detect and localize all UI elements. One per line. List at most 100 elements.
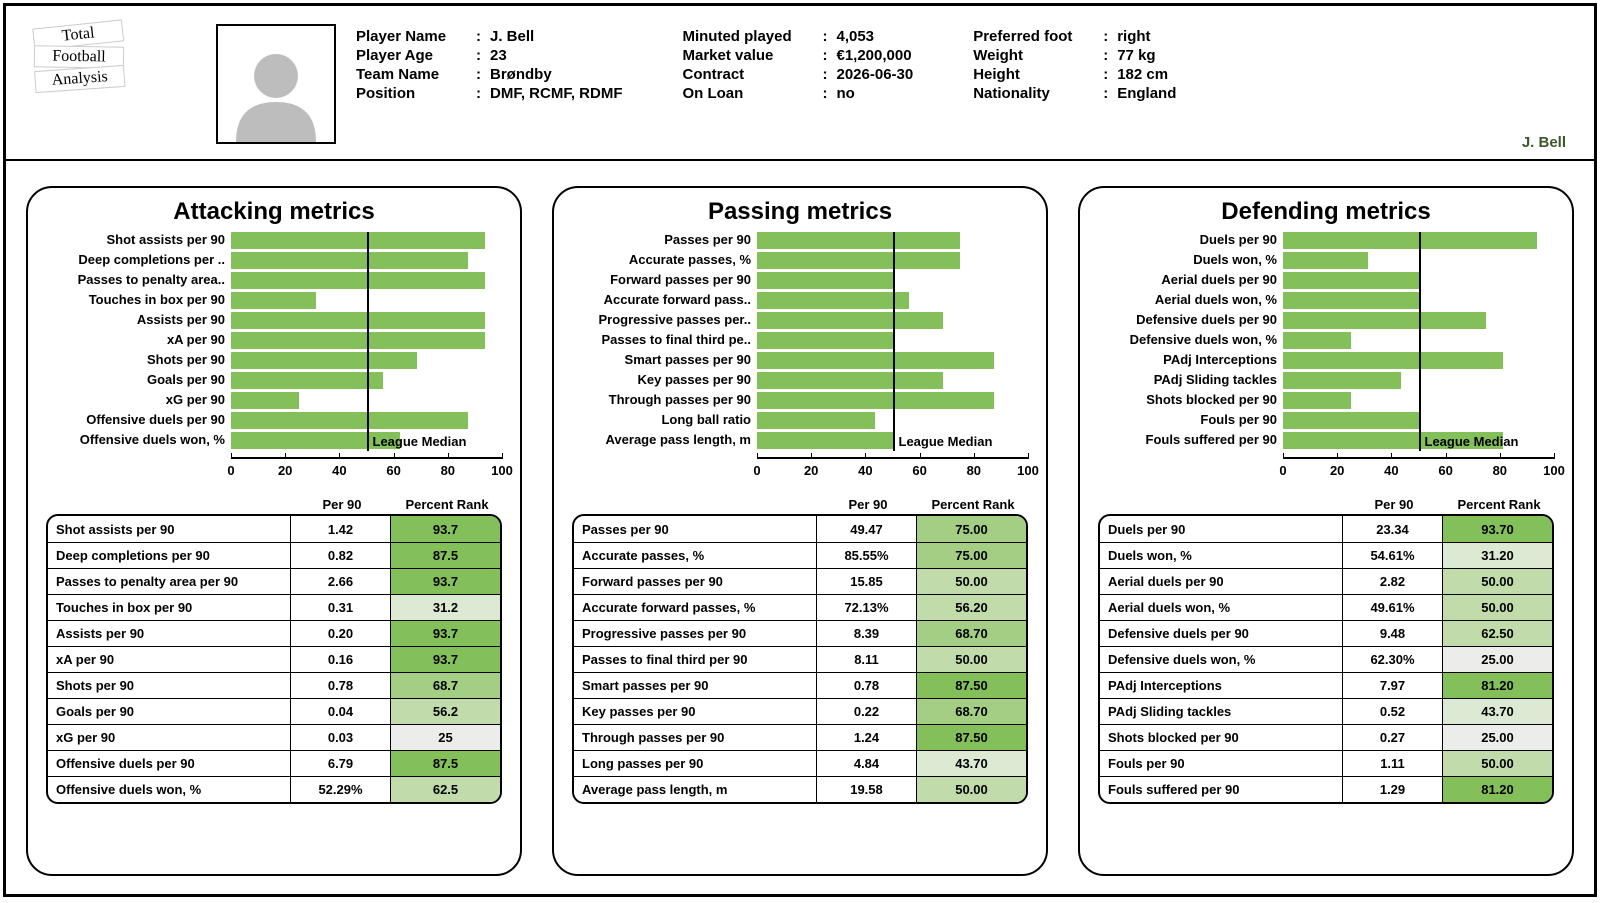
- bar-label: Shots blocked per 90: [1098, 392, 1283, 409]
- bar-fill: [1283, 412, 1419, 429]
- cell-metric: PAdj Interceptions: [1100, 672, 1342, 698]
- cell-metric: PAdj Sliding tackles: [1100, 698, 1342, 724]
- axis-tick-label: 60: [1438, 463, 1452, 478]
- cell-per90: 1.42: [290, 516, 390, 542]
- bar-fill: [231, 392, 299, 409]
- table-row: Goals per 900.0456.2: [48, 698, 500, 724]
- bar-fill: [231, 272, 485, 289]
- bar-track: [757, 312, 1028, 329]
- col-header-per90: Per 90: [292, 497, 392, 512]
- info-value: J. Bell: [490, 28, 534, 45]
- table-row: Passes to penalty area per 902.6693.7: [48, 568, 500, 594]
- cell-per90: 8.39: [816, 620, 916, 646]
- cell-percent-rank: 87.5: [390, 750, 500, 776]
- bar-track: [1283, 292, 1554, 309]
- cell-per90: 0.03: [290, 724, 390, 750]
- info-column: Minuted played:4,053Market value:€1,200,…: [682, 28, 913, 102]
- info-label: Minuted played: [682, 28, 822, 45]
- table-row: Key passes per 900.2268.70: [574, 698, 1026, 724]
- bar-track: [1283, 392, 1554, 409]
- table-row: Offensive duels won, %52.29%62.5: [48, 776, 500, 802]
- cell-percent-rank: 50.00: [916, 776, 1026, 802]
- bar-track: [757, 332, 1028, 349]
- bar-fill: [231, 372, 383, 389]
- tfa-logo: Total Football Analysis: [33, 22, 125, 91]
- info-label: Market value: [682, 47, 822, 64]
- table-row: xG per 900.0325: [48, 724, 500, 750]
- bar-label: Forward passes per 90: [572, 272, 757, 289]
- bar-track: [1283, 412, 1554, 429]
- axis-tick-label: 100: [491, 463, 513, 478]
- axis-tick-label: 60: [386, 463, 400, 478]
- bar-track: [231, 232, 502, 249]
- cell-per90: 49.47: [816, 516, 916, 542]
- cell-percent-rank: 68.70: [916, 698, 1026, 724]
- cell-per90: 2.82: [1342, 568, 1442, 594]
- table-row: Defensive duels per 909.4862.50: [1100, 620, 1552, 646]
- axis-tick-label: 100: [1543, 463, 1565, 478]
- cell-metric: Passes per 90: [574, 516, 816, 542]
- metrics-panels: Attacking metricsShot assists per 90Deep…: [6, 166, 1594, 894]
- bar-label: Accurate forward pass..: [572, 292, 757, 309]
- info-row: Height:182 cm: [973, 66, 1176, 83]
- cell-percent-rank: 93.7: [390, 646, 500, 672]
- cell-metric: Aerial duels per 90: [1100, 568, 1342, 594]
- cell-percent-rank: 31.20: [1442, 542, 1552, 568]
- info-label: Height: [973, 66, 1103, 83]
- axis-tick-label: 80: [441, 463, 455, 478]
- cell-metric: Smart passes per 90: [574, 672, 816, 698]
- bar-fill: [1283, 272, 1419, 289]
- table-row: Forward passes per 9015.8550.00: [574, 568, 1026, 594]
- cell-per90: 49.61%: [1342, 594, 1442, 620]
- table-row: xA per 900.1693.7: [48, 646, 500, 672]
- bar-track: [1283, 332, 1554, 349]
- table-row: Smart passes per 900.7887.50: [574, 672, 1026, 698]
- cell-percent-rank: 81.20: [1442, 776, 1552, 802]
- bar-fill: [1283, 332, 1351, 349]
- bar-track: [757, 232, 1028, 249]
- cell-metric: Passes to penalty area per 90: [48, 568, 290, 594]
- bar-fill: [1283, 252, 1368, 269]
- cell-per90: 0.78: [816, 672, 916, 698]
- info-row: Market value:€1,200,000: [682, 47, 913, 64]
- cell-percent-rank: 68.70: [916, 620, 1026, 646]
- info-value: England: [1117, 85, 1176, 102]
- bar-label: Average pass length, m: [572, 432, 757, 449]
- bar-fill: [231, 412, 468, 429]
- cell-metric: Accurate forward passes, %: [574, 594, 816, 620]
- cell-percent-rank: 25.00: [1442, 646, 1552, 672]
- cell-metric: Fouls per 90: [1100, 750, 1342, 776]
- table-row: Duels per 9023.3493.70: [1100, 516, 1552, 542]
- cell-per90: 0.22: [816, 698, 916, 724]
- cell-per90: 0.82: [290, 542, 390, 568]
- info-label: Position: [356, 85, 476, 102]
- cell-percent-rank: 93.7: [390, 568, 500, 594]
- cell-metric: Fouls suffered per 90: [1100, 776, 1342, 802]
- bar-fill: [757, 232, 960, 249]
- table-row: Passes per 9049.4775.00: [574, 516, 1026, 542]
- bar-label: Progressive passes per..: [572, 312, 757, 329]
- cell-percent-rank: 25: [390, 724, 500, 750]
- panel-title: Defending metrics: [1098, 198, 1554, 226]
- bar-fill: [757, 352, 994, 369]
- bar-track: [231, 412, 502, 429]
- bar-label: Offensive duels per 90: [46, 412, 231, 429]
- bar-label: Passes per 90: [572, 232, 757, 249]
- table-row: Defensive duels won, %62.30%25.00: [1100, 646, 1552, 672]
- bar-fill: [757, 332, 893, 349]
- table-row: Aerial duels per 902.8250.00: [1100, 568, 1552, 594]
- bar-track: [231, 352, 502, 369]
- table-row: Passes to final third per 908.1150.00: [574, 646, 1026, 672]
- table-row: Assists per 900.2093.7: [48, 620, 500, 646]
- panel-title: Attacking metrics: [46, 198, 502, 226]
- table-row: Shots per 900.7868.7: [48, 672, 500, 698]
- cell-per90: 1.29: [1342, 776, 1442, 802]
- bar-fill: [757, 432, 893, 449]
- cell-metric: Assists per 90: [48, 620, 290, 646]
- cell-percent-rank: 25.00: [1442, 724, 1552, 750]
- player-name-footer: J. Bell: [1522, 134, 1566, 151]
- cell-percent-rank: 56.2: [390, 698, 500, 724]
- cell-metric: Offensive duels per 90: [48, 750, 290, 776]
- cell-percent-rank: 31.2: [390, 594, 500, 620]
- axis-tick-label: 0: [1279, 463, 1286, 478]
